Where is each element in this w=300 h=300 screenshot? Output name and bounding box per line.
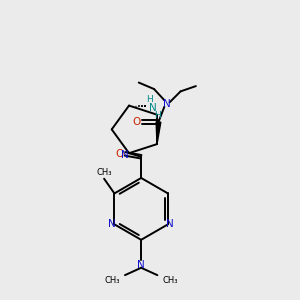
Text: H: H [154, 110, 161, 119]
Text: CH₃: CH₃ [163, 276, 178, 285]
Polygon shape [156, 122, 161, 144]
Text: N: N [149, 103, 156, 113]
Text: O: O [116, 149, 124, 159]
Text: N: N [137, 260, 145, 270]
Text: CH₃: CH₃ [104, 276, 120, 285]
Text: N: N [121, 150, 129, 160]
Text: N: N [163, 99, 170, 109]
Text: CH₃: CH₃ [96, 168, 112, 177]
Text: H: H [146, 94, 153, 103]
Text: O: O [133, 117, 141, 127]
Text: N: N [167, 219, 174, 229]
Text: N: N [108, 219, 116, 229]
